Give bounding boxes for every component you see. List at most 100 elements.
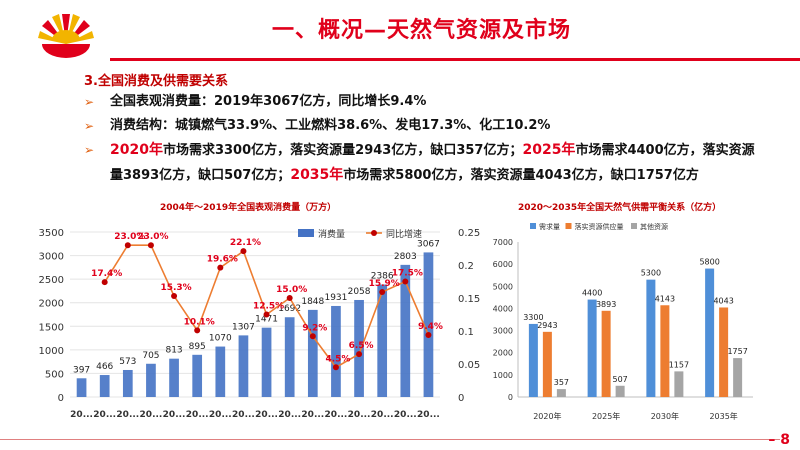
bullet-text: 市场需求4400亿方，落实资源量3893亿方，缺口507亿方； — [110, 143, 755, 183]
bar-value-label: 397 — [73, 365, 90, 375]
growth-point — [286, 295, 293, 301]
y2-tick-label: 0 — [458, 393, 464, 404]
x-tick-label: 20... — [301, 410, 324, 420]
growth-label: 6.5% — [349, 341, 374, 351]
growth-point — [332, 364, 339, 371]
x-tick-label: 20... — [394, 410, 417, 420]
x-tick-label: 2035年 — [709, 411, 737, 421]
bar-value-label: 2943 — [537, 321, 557, 330]
slide-header: 一、概况—天然气资源及市场 — [0, 0, 800, 62]
bar-value-label: 5800 — [699, 258, 719, 267]
growth-label: 23.0% — [137, 232, 168, 242]
bullet-item: ➢ 全国表观消费量：2019年3067亿方，同比增长9.4% — [84, 90, 764, 114]
x-tick-label: 20... — [255, 410, 278, 420]
bar-value-label: 1848 — [301, 297, 324, 307]
growth-point — [240, 248, 247, 255]
legend-label: 需求量 — [539, 222, 560, 231]
y2-tick-label: 0.1 — [458, 327, 474, 338]
bar-value-label: 1307 — [232, 322, 255, 332]
bar — [615, 385, 625, 397]
bar-value-label: 2803 — [394, 252, 417, 262]
growth-point — [194, 327, 201, 334]
bar-value-label: 3067 — [417, 239, 440, 249]
year-highlight: 2025年 — [522, 142, 576, 158]
x-tick-label: 2020年 — [533, 411, 561, 421]
x-tick-label: 20... — [348, 410, 371, 420]
growth-label: 4.5% — [325, 354, 350, 364]
bar-value-label: 1931 — [324, 293, 347, 303]
growth-label: 19.6% — [207, 255, 238, 265]
bar — [674, 371, 684, 397]
x-tick-label: 2025年 — [592, 411, 620, 421]
growth-label: 10.1% — [184, 317, 215, 327]
year-highlight: 2020年 — [110, 142, 163, 158]
footer-line — [0, 439, 780, 440]
growth-point — [171, 293, 178, 300]
bar — [556, 389, 566, 397]
bar-value-label: 466 — [96, 362, 113, 372]
x-tick-label: 2030年 — [651, 411, 679, 421]
arrow-bullet-icon: ➢ — [84, 119, 95, 133]
growth-label: 9.2% — [302, 323, 327, 333]
petrochina-logo — [38, 14, 94, 58]
y-tick-label: 1000 — [493, 371, 513, 380]
y-tick-label: 500 — [45, 369, 64, 380]
y2-tick-label: 0.15 — [458, 294, 480, 305]
legend-label: 其他资源 — [640, 222, 668, 231]
y-tick-label: 7000 — [493, 238, 513, 247]
bar — [331, 305, 341, 397]
bullet-text: 市场需求5800亿方，落实资源量4043亿方，缺口1757亿方 — [343, 168, 699, 183]
y-tick-label: 3000 — [493, 327, 513, 336]
x-tick-label: 20... — [140, 410, 163, 420]
x-tick-label: 20... — [186, 410, 209, 420]
year-highlight: 2035年 — [290, 167, 344, 183]
bar — [284, 317, 295, 397]
growth-point — [402, 278, 409, 285]
bullet-text: 消费结构：城镇燃气33.9%、工业燃料38.6%、发电17.3%、化工10.2% — [110, 118, 551, 133]
bar — [238, 335, 249, 397]
legend-label: 同比增速 — [386, 228, 422, 240]
x-tick-label: 20... — [163, 410, 186, 420]
x-tick-label: 20... — [70, 410, 93, 420]
bar — [601, 310, 611, 397]
bar-value-label: 3893 — [596, 300, 616, 309]
bar — [587, 299, 597, 397]
growth-label: 23.0% — [114, 232, 145, 242]
bar-value-label: 1692 — [278, 304, 301, 314]
bar — [377, 284, 388, 397]
bar — [215, 346, 226, 397]
legend-swatch — [530, 223, 536, 229]
bar-value-label: 2058 — [348, 287, 371, 297]
bar — [646, 279, 656, 397]
growth-label: 22.1% — [230, 238, 261, 248]
growth-label: 15.3% — [160, 283, 191, 293]
growth-point — [124, 242, 131, 249]
bar-value-label: 357 — [554, 378, 569, 387]
bar — [192, 354, 203, 397]
bar — [660, 305, 670, 397]
growth-point — [379, 289, 386, 296]
legend-label: 消费量 — [318, 228, 345, 240]
bar — [99, 375, 110, 397]
x-tick-label: 20... — [209, 410, 232, 420]
bullet-text: 市场需求3300亿方，落实资源量2943亿方，缺口357亿方； — [162, 143, 523, 158]
y-tick-label: 1000 — [39, 346, 64, 357]
bar — [528, 323, 538, 397]
bar — [423, 252, 434, 397]
chart2-title: 2020～2035年全国天然气供需平衡关系（亿方） — [518, 203, 722, 213]
bar — [146, 363, 156, 397]
y-tick-label: 3500 — [39, 228, 64, 239]
bar-value-label: 4400 — [582, 289, 602, 298]
growth-point — [425, 331, 432, 338]
legend-swatch-consumption — [298, 229, 314, 237]
x-tick-label: 20... — [278, 410, 301, 420]
growth-label: 17.4% — [91, 269, 122, 279]
growth-label: 15.0% — [276, 285, 307, 295]
bar-value-label: 3300 — [523, 313, 543, 322]
title-divider — [110, 58, 800, 61]
bullet-text: 全国表观消费量：2019年3067亿方，同比增长9.4% — [110, 94, 427, 109]
bar-value-label: 1757 — [727, 347, 747, 356]
legend-marker — [371, 230, 377, 236]
y-tick-label: 2500 — [39, 275, 64, 286]
